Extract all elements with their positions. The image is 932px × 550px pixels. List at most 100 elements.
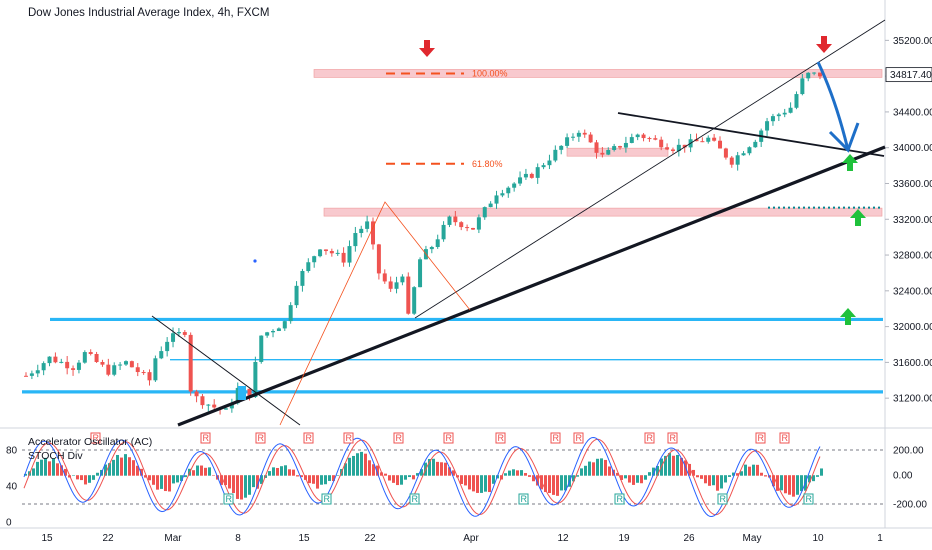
ac-bar: [700, 475, 703, 479]
candle: [700, 137, 705, 143]
candle-body: [570, 136, 575, 138]
ac-bar: [40, 459, 43, 476]
red-down-arrow: [816, 36, 832, 53]
ac-bar: [564, 475, 567, 491]
green-up-arrow: [850, 209, 866, 226]
candle-body: [76, 362, 81, 370]
stoch-fast-line: [23, 436, 821, 518]
candle: [670, 147, 675, 154]
candle-body: [600, 152, 605, 155]
candle: [341, 247, 346, 267]
ac-bar: [652, 467, 655, 476]
y-tick-label: 33600.00: [893, 179, 932, 190]
ac-bar: [760, 472, 763, 476]
candle: [718, 136, 723, 149]
candle: [635, 133, 640, 141]
ac-bar: [88, 475, 91, 483]
candle: [112, 362, 117, 377]
ac-bar: [740, 471, 743, 476]
candle-body: [506, 187, 511, 194]
y-tick-label: 32800.00: [893, 251, 932, 262]
candle-body: [635, 134, 640, 138]
candle-body: [529, 173, 534, 178]
candle-body: [453, 216, 458, 223]
candle-body: [129, 361, 134, 368]
candlestick-series: [24, 72, 822, 415]
ac-bar: [744, 464, 747, 476]
ac-bar: [308, 475, 311, 484]
candle: [382, 269, 387, 284]
candle: [541, 162, 546, 170]
ac-bar: [488, 475, 491, 493]
candle-body: [553, 149, 558, 161]
candle: [82, 350, 87, 364]
candle: [594, 139, 599, 159]
candle: [753, 139, 758, 148]
candle-body: [794, 94, 799, 108]
candle: [618, 145, 623, 150]
candle-body: [388, 281, 393, 289]
ac-bar: [36, 461, 39, 476]
candle: [312, 255, 317, 268]
y-tick-label: 31200.00: [893, 394, 932, 405]
ac-bar: [708, 475, 711, 486]
ac-bar: [620, 475, 623, 480]
candle: [453, 211, 458, 226]
candle: [206, 404, 211, 412]
ac-bar: [352, 455, 355, 476]
candle-body: [341, 252, 346, 263]
candle: [788, 102, 793, 114]
candle-body: [141, 372, 146, 374]
candle-body: [188, 334, 193, 392]
candle: [353, 226, 358, 252]
candle-body: [335, 252, 340, 254]
candle: [582, 129, 587, 138]
candle: [494, 190, 499, 209]
candle-body: [670, 149, 675, 152]
candle-body: [235, 387, 240, 404]
ac-bar: [444, 462, 447, 476]
candle-body: [653, 138, 658, 140]
stoch-div-marker-label: R: [324, 494, 331, 504]
stoch-div-marker-label: R: [806, 494, 813, 504]
ac-bar: [672, 455, 675, 476]
ac-bar: [280, 466, 283, 476]
ac-indicator-title[interactable]: Accelerator Oscillator (AC): [28, 436, 153, 448]
candle-body: [382, 273, 387, 282]
ac-bar: [632, 475, 635, 485]
candle-body: [171, 333, 176, 342]
ac-bar: [136, 465, 139, 476]
ac-bar: [316, 475, 319, 489]
stoch-div-marker-label: R: [670, 433, 677, 443]
ac-bar: [236, 475, 239, 499]
candle: [665, 143, 670, 151]
ac-bar: [796, 475, 799, 495]
candle-body: [412, 287, 417, 314]
ac-bar: [296, 475, 299, 477]
candle-body: [535, 167, 540, 178]
candle-body: [100, 362, 105, 365]
candle: [253, 356, 258, 398]
ac-bar: [520, 470, 523, 476]
stoch-indicator-title[interactable]: STOCH Div: [28, 450, 83, 462]
main-support-trendline: [177, 145, 886, 427]
candle: [41, 361, 46, 376]
y-tick-label: 31600.00: [893, 358, 932, 369]
ac-bar: [360, 451, 363, 476]
ac-bar: [380, 472, 383, 476]
candle-body: [565, 137, 570, 146]
ac-bar: [220, 475, 223, 485]
stoch-div-marker-label: R: [396, 433, 403, 443]
ac-bar: [328, 475, 331, 481]
ac-bar: [800, 475, 803, 492]
ac-bar: [232, 475, 235, 494]
candle-body: [65, 361, 70, 369]
projection-arrowhead: [828, 122, 860, 153]
candle-body: [71, 368, 76, 370]
ac-bar: [476, 475, 479, 493]
candle: [288, 302, 293, 324]
ac-bar: [640, 475, 643, 484]
candle: [306, 258, 311, 273]
ac-bar: [200, 465, 203, 476]
ac-bar: [432, 458, 435, 476]
